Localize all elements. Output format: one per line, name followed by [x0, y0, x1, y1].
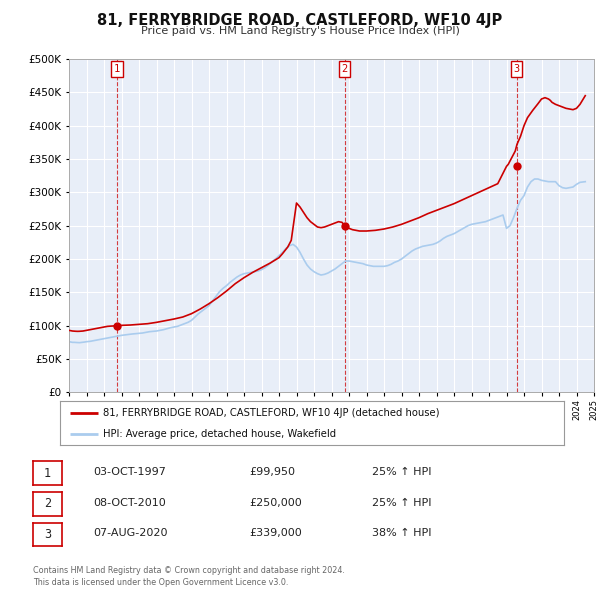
Text: 1: 1: [44, 467, 51, 480]
Text: 25% ↑ HPI: 25% ↑ HPI: [372, 498, 431, 507]
Text: 07-AUG-2020: 07-AUG-2020: [93, 529, 167, 538]
Text: 03-OCT-1997: 03-OCT-1997: [93, 467, 166, 477]
Text: 1: 1: [114, 64, 120, 74]
Text: HPI: Average price, detached house, Wakefield: HPI: Average price, detached house, Wake…: [103, 428, 336, 438]
Text: 2: 2: [44, 497, 51, 510]
Text: Price paid vs. HM Land Registry's House Price Index (HPI): Price paid vs. HM Land Registry's House …: [140, 26, 460, 36]
Text: 3: 3: [514, 64, 520, 74]
Text: £250,000: £250,000: [249, 498, 302, 507]
Text: 81, FERRYBRIDGE ROAD, CASTLEFORD, WF10 4JP (detached house): 81, FERRYBRIDGE ROAD, CASTLEFORD, WF10 4…: [103, 408, 439, 418]
Text: 25% ↑ HPI: 25% ↑ HPI: [372, 467, 431, 477]
Text: 3: 3: [44, 528, 51, 541]
Text: Contains HM Land Registry data © Crown copyright and database right 2024.
This d: Contains HM Land Registry data © Crown c…: [33, 566, 345, 587]
Text: 38% ↑ HPI: 38% ↑ HPI: [372, 529, 431, 538]
Text: 2: 2: [341, 64, 348, 74]
Text: £339,000: £339,000: [249, 529, 302, 538]
Text: 81, FERRYBRIDGE ROAD, CASTLEFORD, WF10 4JP: 81, FERRYBRIDGE ROAD, CASTLEFORD, WF10 4…: [97, 13, 503, 28]
Text: 08-OCT-2010: 08-OCT-2010: [93, 498, 166, 507]
Text: £99,950: £99,950: [249, 467, 295, 477]
